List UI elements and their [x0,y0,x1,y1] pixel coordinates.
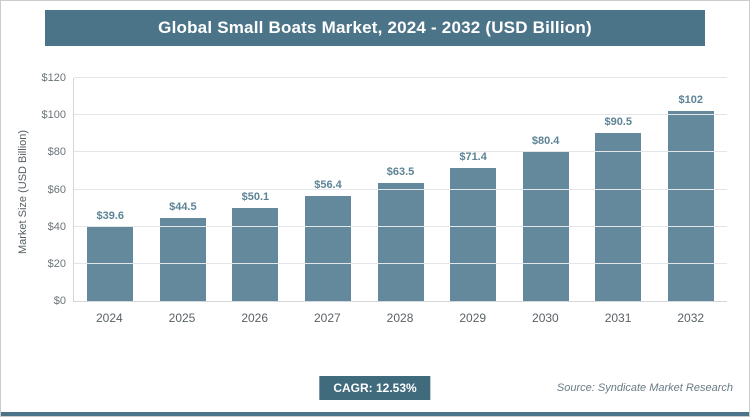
gridline [74,114,727,116]
x-tick-label: 2027 [314,311,341,325]
x-tick-label: 2025 [168,311,196,325]
source-text: Source: Syndicate Market Research [556,382,733,394]
bar-value-label: $56.4 [314,179,342,192]
y-tick-label: $20 [47,257,66,270]
bar-value-label: $50.1 [241,190,270,203]
bar-column: $63.5 [364,78,437,301]
x-tick-label: 2026 [241,311,269,325]
bar-value-label: $80.4 [531,134,560,147]
bar-column: $56.4 [292,78,365,301]
bar-column: $50.1 [219,78,292,301]
bar [667,111,714,301]
gridline [74,151,727,153]
bar-value-label: $44.5 [169,201,197,214]
plot-area: $39.6 $44.5 $50.1 $56.4 $63.5 $71.4 $80.4 $90.5… [42,72,727,307]
bar [87,227,134,301]
y-tick-label: $60 [47,183,66,196]
y-tick-label: $0 [53,295,66,307]
gridline [74,225,727,227]
gridline [74,188,727,190]
bars-container: $39.6 $44.5 $50.1 $56.4 $63.5 $71.4 $80.4 $90.5… [74,78,727,301]
x-tick-label: 2024 [95,311,123,325]
bar-value-label: $63.5 [386,166,415,178]
bar-value-label: $39.6 [96,210,125,223]
y-tick-label: $120 [41,72,66,84]
x-axis-labels: 2024 2025 2026 2027 2028 2029 2030 2031 2032 [73,311,727,325]
y-tick-label: $100 [41,109,66,122]
bottom-accent-bar [1,412,749,416]
gridline [74,77,727,78]
bar-column: $90.5 [582,78,655,301]
bar [159,218,206,301]
x-tick-label: 2029 [459,311,487,325]
y-tick-label: $80 [47,146,66,159]
bar [304,196,351,301]
bar [232,207,279,301]
bar-value-label: $90.5 [604,115,632,128]
x-tick-label: 2032 [677,311,705,325]
bar-column: $39.6 [74,78,147,301]
gridline [74,262,727,264]
x-tick-label: 2031 [604,311,632,325]
bar-value-label: $71.4 [459,151,487,164]
bar [450,168,497,301]
chart-title: Global Small Boats Market, 2024 - 2032 (… [158,18,592,37]
x-tick-label: 2030 [532,311,559,325]
y-tick-label: $40 [47,220,66,233]
bar-column: $80.4 [509,78,582,301]
bar-column: $102 [655,78,728,301]
bar-column: $44.5 [147,78,220,301]
bar [595,132,642,301]
bar [377,183,424,301]
bar-value-label: $102 [678,94,704,107]
chart-title-bar: Global Small Boats Market, 2024 - 2032 (… [45,10,705,46]
cagr-badge: CAGR: 12.53% [319,376,431,400]
bar-column: $71.4 [437,78,510,301]
x-tick-label: 2028 [386,311,414,325]
chart-footer: CAGR: 12.53% Source: Syndicate Market Re… [1,366,749,412]
